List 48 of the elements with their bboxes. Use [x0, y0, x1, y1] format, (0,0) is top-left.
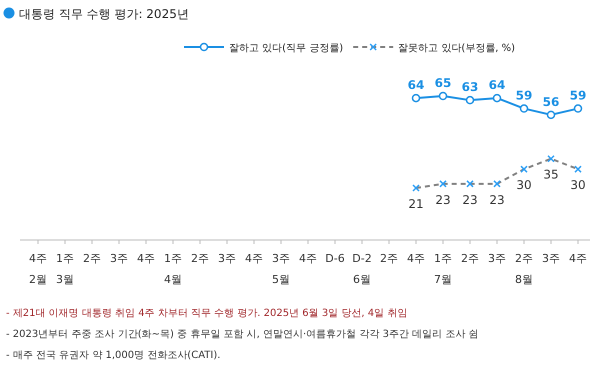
x-tick-label: 2주: [191, 252, 209, 265]
data-label: 63: [462, 80, 478, 94]
point: [520, 104, 528, 113]
point: [466, 96, 474, 104]
x-tick-label: 2주 8월: [515, 252, 533, 286]
chart-title: 대통령 직무 수행 평가: 2025년: [19, 7, 189, 21]
data-label: 30: [516, 178, 532, 192]
data-label: 35: [543, 168, 559, 182]
data-label: 23: [462, 192, 478, 207]
data-label: 65: [434, 76, 452, 90]
legend-label: 잘못하고 있다(부정률, %): [398, 43, 516, 54]
x-tick-label: D-6: [325, 252, 345, 265]
legend-label: 잘하고 있다(직무 긍정률): [229, 43, 344, 54]
data-label: 56: [542, 94, 560, 109]
x-tick-label: 4주: [569, 252, 587, 265]
x-tick-label: 4주: [299, 252, 317, 265]
x-tick-label: 3주 5월: [272, 252, 290, 286]
data-label: 30: [570, 178, 586, 192]
x-tick-label: 2주: [83, 252, 101, 265]
x-tick-label: 3주: [218, 252, 236, 265]
data-label: 21: [408, 197, 424, 211]
x-tick-label: 1주 3월: [56, 252, 74, 286]
x-tick-label: 3주: [488, 252, 506, 265]
x-tick-label: 4주: [407, 252, 425, 265]
x-tick-label: 4주: [137, 252, 155, 265]
data-label: 23: [435, 192, 451, 207]
point: [574, 104, 582, 113]
x-tick-label: 4주 2월: [29, 252, 47, 286]
x-tick-label: 1주 7월: [434, 252, 452, 286]
point: [546, 110, 556, 120]
text: - 2023년부터 주중 조사 기간(화~목) 중 휴무일 포함 시, 연말연시·여름휴가철 각각 3주간 데일리 조사 쉼: [6, 329, 478, 340]
x-tick-label: 3주: [110, 252, 128, 265]
data-label: 64: [408, 78, 424, 92]
point: [412, 94, 420, 102]
x-tick-label: 2주: [380, 252, 398, 265]
text: - 매주 전국 유권자 약 1,000명 전화조사(CATI).: [6, 350, 220, 361]
data-label: 64: [488, 78, 506, 92]
x-tick-label: 2주: [461, 252, 479, 265]
point: [438, 92, 448, 100]
x-tick-label: 1주 4월: [164, 252, 182, 286]
x-tick-label: 3주: [542, 252, 560, 265]
text: - 제21대 이재명 대통령 취임 4주 차부터 직무 수행 평가. 2025년 6월 3일 당선, 4일 취임: [6, 308, 408, 319]
x-tick-label: 4주: [245, 252, 263, 265]
point: [492, 94, 502, 102]
data-label: 59: [516, 88, 532, 103]
x-tick-label: D-2 6월: [352, 252, 372, 286]
data-label: 59: [570, 88, 586, 103]
data-label: 23: [489, 192, 505, 207]
